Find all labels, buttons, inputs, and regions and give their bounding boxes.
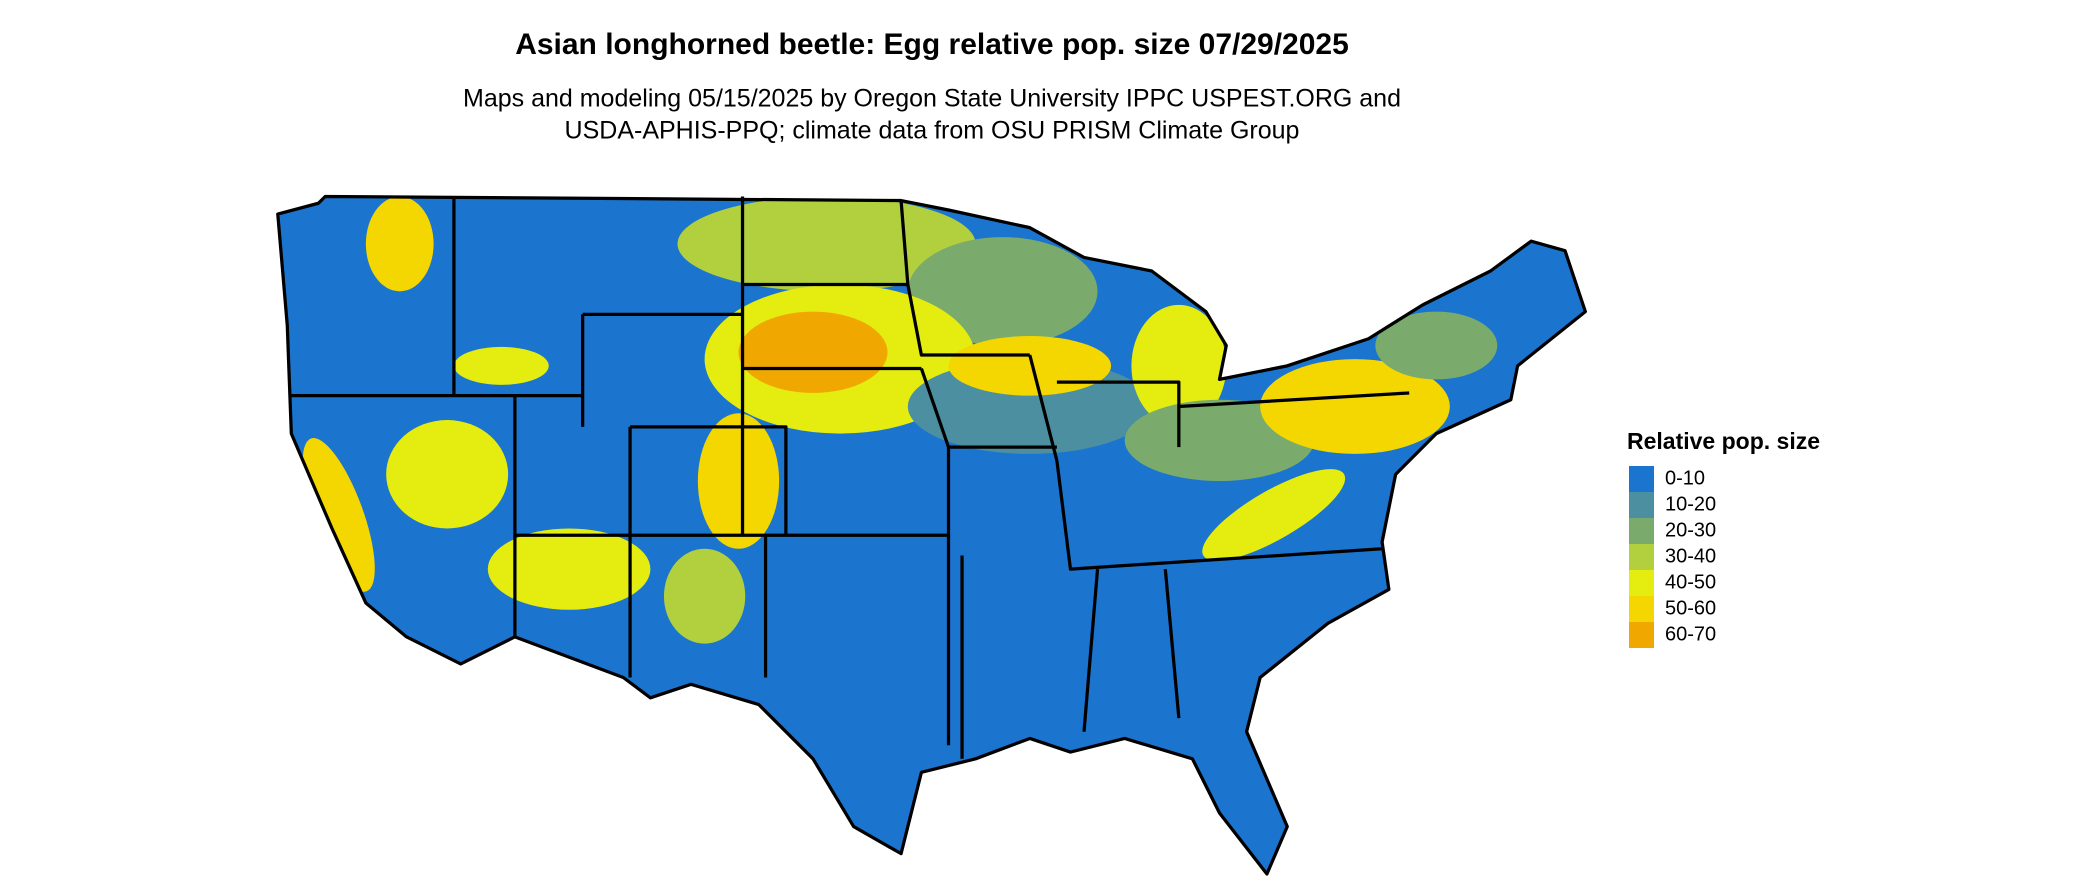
area	[948, 336, 1112, 396]
legend-label: 10-20	[1665, 493, 1716, 515]
legend: 0-10 10-20 20-30 30-40 40-50 50-60 60-70	[1629, 466, 1716, 648]
area	[697, 413, 780, 549]
legend-swatch	[1629, 570, 1654, 596]
legend-swatch	[1629, 544, 1654, 570]
legend-label: 20-30	[1665, 519, 1716, 541]
area	[365, 196, 434, 292]
area	[663, 548, 746, 644]
area	[738, 311, 888, 393]
area	[1202, 469, 1346, 561]
legend-swatch	[1629, 518, 1654, 544]
area	[302, 438, 375, 592]
legend-swatch	[1629, 466, 1654, 492]
area	[907, 237, 1098, 346]
legend-swatch	[1629, 596, 1654, 622]
area	[487, 528, 651, 610]
state-borders	[291, 196, 1410, 759]
legend-title: Relative pop. size	[1627, 428, 1820, 454]
area	[386, 420, 509, 529]
us-map	[276, 194, 1587, 876]
area	[1375, 311, 1498, 380]
legend-label: 30-40	[1665, 545, 1716, 567]
area	[1131, 304, 1227, 427]
suitability-areas	[302, 196, 1498, 644]
area	[1260, 359, 1450, 454]
legend-label: 60-70	[1665, 623, 1716, 645]
map-title: Asian longhorned beetle: Egg relative po…	[515, 28, 1349, 61]
map-subtitle: USDA-APHIS-PPQ; climate data from OSU PR…	[565, 117, 1300, 145]
map-subtitle: Maps and modeling 05/15/2025 by Oregon S…	[463, 85, 1401, 113]
legend-label: 50-60	[1665, 597, 1716, 619]
legend-label: 40-50	[1665, 571, 1716, 593]
legend-swatch	[1629, 622, 1654, 648]
legend-label: 0-10	[1665, 467, 1705, 489]
area	[453, 346, 549, 385]
legend-swatch	[1629, 492, 1654, 518]
